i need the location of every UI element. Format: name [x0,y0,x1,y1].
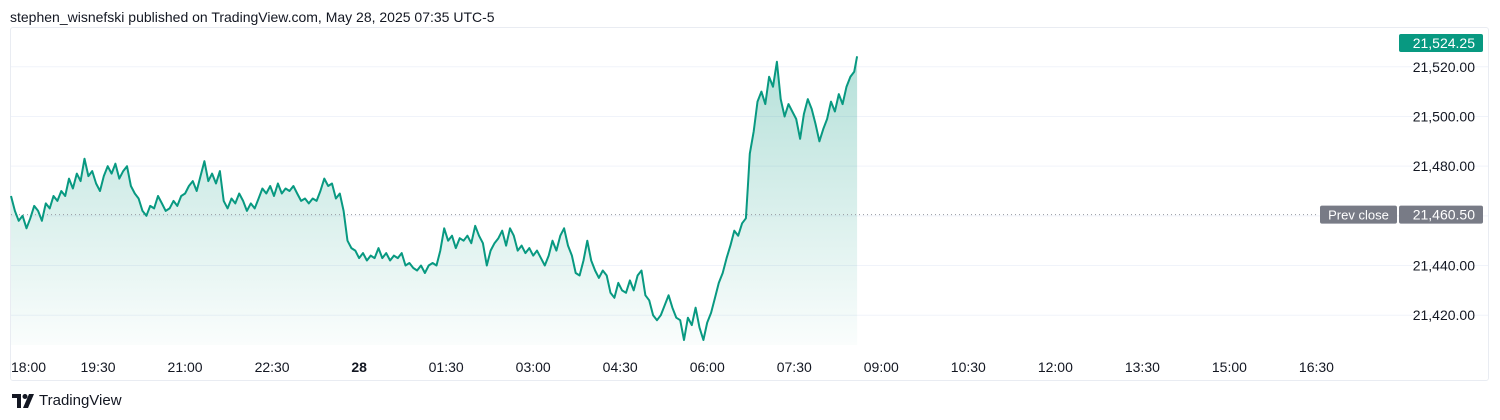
x-tick-label: 18:00 [11,359,46,375]
prev-close-label: Prev close [1328,208,1389,223]
price-badges: Prev close 21,460.50 21,524.25 [1320,34,1483,224]
area-fill-group [11,56,858,346]
y-tick-label: 21,500.00 [1413,108,1475,124]
x-tick-label: 07:30 [777,359,812,375]
x-tick-label: 28 [351,359,367,375]
price-line-group [10,56,859,341]
x-tick-label: 01:30 [429,359,464,375]
x-tick-label: 21:00 [168,359,203,375]
chart-frame[interactable] [10,27,1489,381]
x-tick-label: 09:00 [864,359,899,375]
price-line[interactable] [10,56,859,341]
prev-close-value: 21,460.50 [1413,207,1475,223]
x-tick-label: 06:00 [690,359,725,375]
y-tick-label: 21,480.00 [1413,158,1475,174]
published-by-header: stephen_wisnefski published on TradingVi… [10,9,495,25]
prev-close-label-badge [1320,205,1397,224]
last-price-badge [1399,34,1483,52]
x-tick-label: 15:00 [1212,359,1247,375]
y-tick-label: 21,440.00 [1413,258,1475,274]
price-area-fill [11,56,858,346]
y-tick-label: 21,420.00 [1413,307,1475,323]
x-tick-label: 03:00 [516,359,551,375]
footer-brand-label: TradingView [39,392,122,409]
y-tick-label: 21,520.00 [1413,59,1475,75]
x-tick-label: 13:30 [1125,359,1160,375]
prev-close-value-badge [1399,205,1483,224]
last-price-value: 21,524.25 [1413,35,1475,51]
x-axis-ticks: 18:00 19:30 21:00 22:30 28 01:30 03:00 04:30 06:… [11,359,1334,375]
x-tick-label: 12:00 [1038,359,1073,375]
x-tick-label: 04:30 [603,359,638,375]
footer-brand[interactable]: TradingView [12,392,122,409]
x-tick-label: 16:30 [1299,359,1334,375]
tradingview-logo-icon [12,393,34,408]
x-tick-label: 19:30 [81,359,116,375]
x-tick-label: 10:30 [951,359,986,375]
y-axis-ticks: 21,420.0021,440.0021,460.0021,480.0021,5… [1413,59,1475,323]
x-tick-label: 22:30 [255,359,290,375]
